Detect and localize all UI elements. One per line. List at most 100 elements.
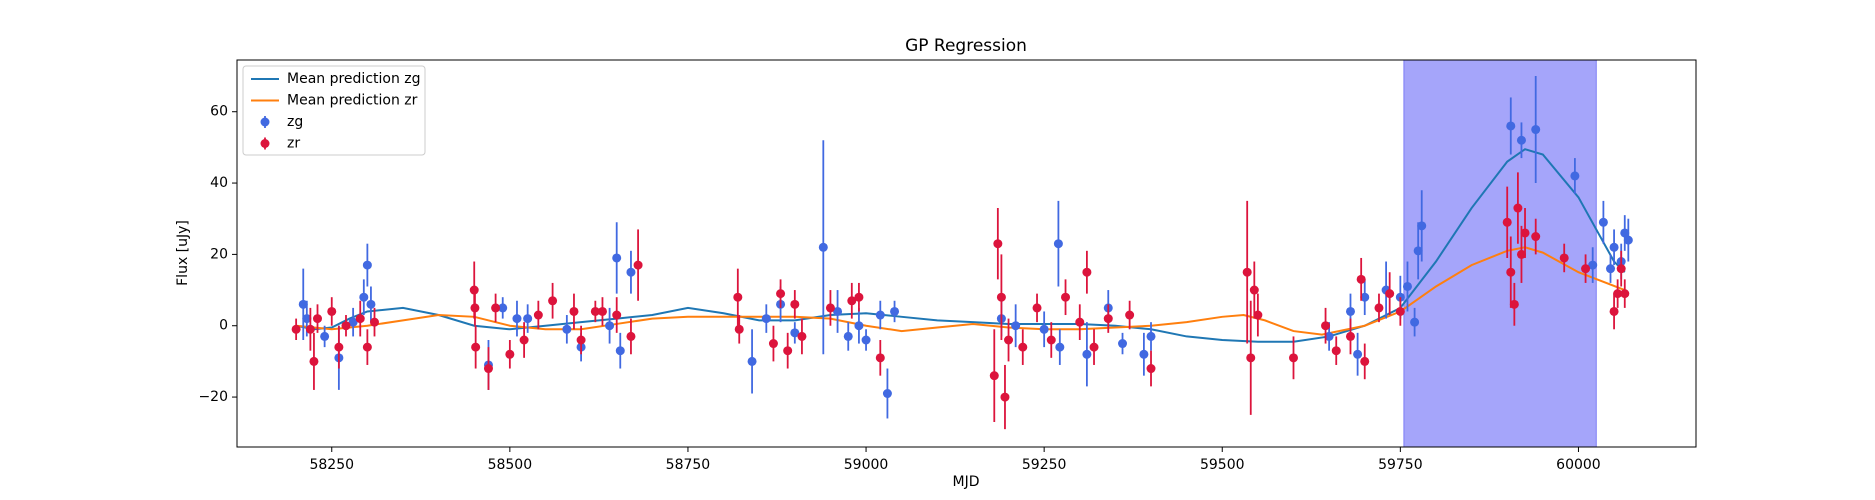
data-point	[305, 324, 315, 334]
data-point	[605, 321, 615, 331]
data-point	[1385, 289, 1395, 299]
data-point	[790, 299, 800, 309]
data-point	[1509, 299, 1519, 309]
data-point	[1321, 321, 1331, 331]
plot-frame	[236, 59, 1697, 448]
legend-label: Mean prediction zg	[287, 71, 421, 87]
data-point	[1345, 331, 1355, 341]
y-tick-label: 60	[210, 104, 228, 120]
data-point	[733, 292, 743, 302]
data-point	[483, 364, 493, 374]
data-point	[833, 306, 843, 316]
data-point	[633, 260, 643, 270]
data-point	[1000, 392, 1010, 402]
data-point	[369, 317, 379, 327]
x-tick-label: 58750	[666, 457, 711, 473]
data-point	[747, 356, 757, 366]
data-point	[523, 314, 533, 324]
data-point	[996, 292, 1006, 302]
x-tick-label: 59500	[1200, 457, 1245, 473]
data-point	[1559, 253, 1569, 263]
data-point	[626, 331, 636, 341]
data-point	[1613, 289, 1623, 299]
data-point	[1018, 342, 1028, 352]
data-point	[1139, 349, 1149, 359]
data-point	[818, 242, 828, 252]
data-point	[1011, 321, 1021, 331]
data-point	[1620, 228, 1630, 238]
data-point	[854, 321, 864, 331]
data-point	[320, 331, 330, 341]
data-point	[548, 296, 558, 306]
data-point	[341, 321, 351, 331]
data-point	[1410, 317, 1420, 327]
data-point	[1502, 217, 1512, 227]
data-point	[1520, 228, 1530, 238]
data-point	[512, 314, 522, 324]
data-point	[861, 335, 871, 345]
data-point	[1125, 310, 1135, 320]
data-point	[470, 303, 480, 313]
x-axis-label: MJD	[953, 474, 980, 490]
data-point	[825, 303, 835, 313]
data-point	[875, 353, 885, 363]
data-point	[1039, 324, 1049, 334]
data-point	[776, 289, 786, 299]
legend-label: zg	[287, 114, 303, 130]
data-point	[1089, 342, 1099, 352]
data-point	[1103, 314, 1113, 324]
data-point	[615, 346, 625, 356]
y-tick-label: 20	[210, 246, 228, 262]
data-point	[562, 324, 572, 334]
data-point	[1118, 339, 1128, 349]
data-point	[768, 339, 778, 349]
data-point	[1598, 217, 1608, 227]
data-point	[1146, 331, 1156, 341]
data-point	[790, 328, 800, 338]
data-point	[1616, 264, 1626, 274]
data-point	[1570, 171, 1580, 181]
data-point	[761, 314, 771, 324]
y-tick-label: 0	[219, 318, 228, 334]
data-point	[1055, 342, 1065, 352]
data-point	[471, 342, 481, 352]
data-point	[1345, 306, 1355, 316]
data-point	[1620, 289, 1630, 299]
data-point	[362, 260, 372, 270]
data-point	[298, 299, 308, 309]
data-point	[576, 335, 586, 345]
data-point	[1075, 317, 1085, 327]
data-point	[1609, 306, 1619, 316]
data-point	[847, 296, 857, 306]
y-axis-label: Flux [uJy]	[175, 220, 191, 286]
data-point	[1249, 285, 1259, 295]
data-point	[355, 314, 365, 324]
x-tick-label: 59250	[1022, 457, 1067, 473]
data-point	[1046, 335, 1056, 345]
data-point	[1623, 235, 1633, 245]
data-point	[1516, 135, 1526, 145]
data-point	[1581, 264, 1591, 274]
data-point	[1531, 232, 1541, 242]
data-point	[302, 314, 312, 324]
data-point	[291, 324, 301, 334]
data-point	[626, 267, 636, 277]
data-point	[1506, 121, 1516, 131]
legend-box	[242, 65, 426, 156]
data-point	[1246, 353, 1256, 363]
data-point	[597, 306, 607, 316]
data-point	[1606, 264, 1616, 274]
data-point	[1360, 356, 1370, 366]
data-point	[590, 306, 600, 316]
data-point	[734, 324, 744, 334]
data-point	[1513, 203, 1523, 213]
data-point	[533, 310, 543, 320]
x-tick-label: 59750	[1378, 457, 1423, 473]
data-point	[1053, 239, 1063, 249]
data-point	[797, 331, 807, 341]
data-point	[334, 342, 344, 352]
data-point	[1146, 364, 1156, 374]
data-point	[1516, 249, 1526, 259]
data-point	[612, 310, 622, 320]
